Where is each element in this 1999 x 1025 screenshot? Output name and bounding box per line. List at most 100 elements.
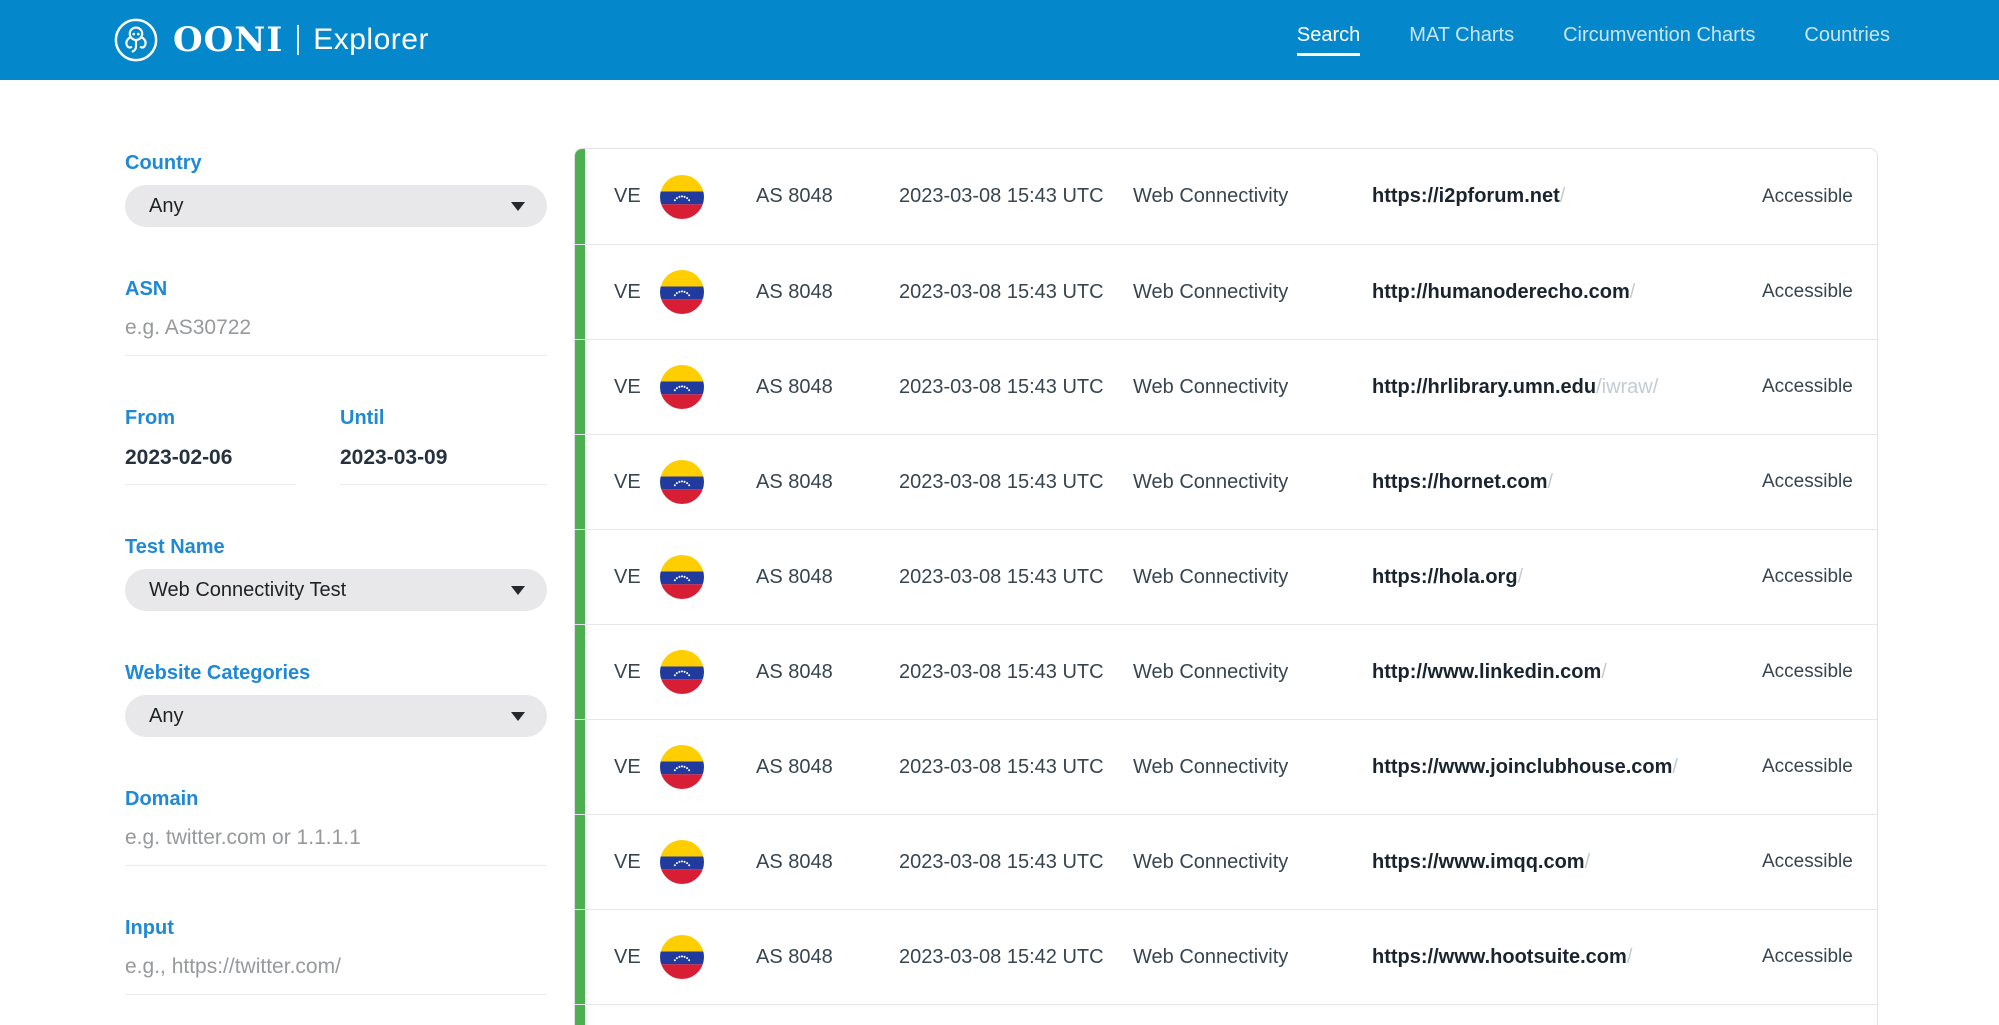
- measured-url: https://hornet.com/: [1372, 470, 1554, 493]
- measurement-row[interactable]: VE: [575, 434, 1877, 529]
- measurement-row[interactable]: VE: [575, 624, 1877, 719]
- measurement-row[interactable]: VE: [575, 244, 1877, 339]
- venezuela-flag-icon: [660, 840, 704, 884]
- country-code: VE: [614, 565, 641, 588]
- filter-test-name: Test Name Web Connectivity Test: [125, 536, 547, 611]
- app-header: OONI Explorer Search MAT Charts Circumve…: [0, 0, 1999, 80]
- status-label: Accessible: [1762, 376, 1853, 397]
- nav-search[interactable]: Search: [1296, 24, 1361, 56]
- venezuela-flag-icon: [660, 365, 704, 409]
- measured-url: https://www.joinclubhouse.com/: [1372, 755, 1678, 778]
- measurement-row[interactable]: VE: [575, 339, 1877, 434]
- test-name: Web Connectivity: [1133, 565, 1289, 588]
- until-label: Until: [340, 407, 385, 429]
- test-name: Web Connectivity: [1133, 185, 1289, 207]
- venezuela-flag-icon: [660, 270, 704, 314]
- country-code: VE: [614, 375, 641, 398]
- nav-countries[interactable]: Countries: [1804, 24, 1890, 46]
- measurement-row[interactable]: VE: [575, 814, 1877, 909]
- domain-label: Domain: [125, 788, 199, 810]
- ooni-octopus-icon: [114, 18, 158, 62]
- measurement-results-list: VE: [574, 148, 1878, 1025]
- status-label: Accessible: [1762, 281, 1853, 302]
- measurement-timestamp: 2023-03-08 15:43 UTC: [899, 185, 1104, 207]
- asn-value: AS 8048: [756, 945, 833, 968]
- measurement-row-partial[interactable]: [575, 1004, 1877, 1025]
- chevron-down-icon: [511, 585, 525, 595]
- country-code: VE: [614, 755, 641, 778]
- test-name-select[interactable]: Web Connectivity Test: [125, 569, 547, 611]
- venezuela-flag-icon: [660, 935, 704, 979]
- main-nav: Search MAT Charts Circumvention Charts C…: [1296, 24, 1890, 56]
- from-date-input[interactable]: [125, 429, 296, 485]
- asn-value: AS 8048: [756, 850, 833, 873]
- test-name-label: Test Name: [125, 536, 225, 558]
- brand-separator: [297, 25, 300, 55]
- status-label: Accessible: [1762, 471, 1853, 492]
- until-date-input[interactable]: [340, 429, 547, 485]
- measured-url: http://humanoderecho.com/: [1372, 280, 1636, 303]
- country-code: VE: [614, 660, 641, 683]
- country-label: Country: [125, 152, 202, 174]
- filter-asn: ASN: [125, 278, 547, 356]
- measurement-row[interactable]: VE: [575, 529, 1877, 624]
- asn-input[interactable]: [125, 300, 547, 356]
- asn-label: ASN: [125, 278, 168, 300]
- measured-url: https://www.hootsuite.com/: [1372, 945, 1633, 968]
- measurement-timestamp: 2023-03-08 15:43 UTC: [899, 850, 1104, 873]
- test-name: Web Connectivity: [1133, 755, 1289, 778]
- ooni-logo[interactable]: OONI Explorer: [113, 17, 429, 63]
- venezuela-flag-icon: [660, 460, 704, 504]
- nav-circumvention-charts[interactable]: Circumvention Charts: [1563, 24, 1756, 46]
- status-label: Accessible: [1762, 756, 1853, 777]
- asn-value: AS 8048: [756, 280, 833, 303]
- measured-url: https://i2pforum.net/: [1372, 185, 1566, 207]
- measurement-row[interactable]: VE: [575, 149, 1877, 244]
- country-code: VE: [614, 945, 641, 968]
- measurement-row[interactable]: VE: [575, 719, 1877, 814]
- website-categories-select[interactable]: Any: [125, 695, 547, 737]
- country-code: VE: [614, 470, 641, 493]
- test-name: Web Connectivity: [1133, 850, 1289, 873]
- filter-date-range: From Until: [125, 407, 547, 485]
- status-label: Accessible: [1762, 185, 1853, 207]
- asn-value: AS 8048: [756, 755, 833, 778]
- input-label: Input: [125, 917, 174, 939]
- filter-domain: Domain: [125, 788, 547, 866]
- country-code: VE: [614, 280, 641, 303]
- country-code: VE: [614, 850, 641, 873]
- measured-url: https://www.imqq.com/: [1372, 850, 1591, 873]
- measurement-row[interactable]: VE: [575, 909, 1877, 1004]
- domain-input[interactable]: [125, 810, 547, 866]
- test-name: Web Connectivity: [1133, 945, 1289, 968]
- input-url-input[interactable]: [125, 939, 547, 995]
- nav-mat-charts[interactable]: MAT Charts: [1409, 24, 1515, 46]
- chevron-down-icon: [511, 201, 525, 211]
- country-code: VE: [614, 185, 641, 207]
- brand-name: OONI: [173, 20, 284, 60]
- venezuela-flag-icon: [660, 174, 704, 219]
- measurement-timestamp: 2023-03-08 15:43 UTC: [899, 660, 1104, 683]
- filter-website-categories: Website Categories Any: [125, 662, 547, 737]
- asn-value: AS 8048: [756, 660, 833, 683]
- brand-product: Explorer: [313, 23, 429, 56]
- asn-value: AS 8048: [756, 470, 833, 493]
- country-select[interactable]: Any: [125, 185, 547, 227]
- test-name: Web Connectivity: [1133, 660, 1289, 683]
- measurement-timestamp: 2023-03-08 15:43 UTC: [899, 755, 1104, 778]
- measurement-timestamp: 2023-03-08 15:43 UTC: [899, 375, 1104, 398]
- venezuela-flag-icon: [660, 650, 704, 694]
- status-label: Accessible: [1762, 946, 1853, 967]
- asn-value: AS 8048: [756, 185, 833, 207]
- venezuela-flag-icon: [660, 745, 704, 789]
- status-label: Accessible: [1762, 661, 1853, 682]
- asn-value: AS 8048: [756, 565, 833, 588]
- measured-url: http://www.linkedin.com/: [1372, 660, 1607, 683]
- measured-url: https://hola.org/: [1372, 565, 1524, 588]
- measurement-timestamp: 2023-03-08 15:43 UTC: [899, 470, 1104, 493]
- asn-value: AS 8048: [756, 375, 833, 398]
- measurement-timestamp: 2023-03-08 15:43 UTC: [899, 565, 1104, 588]
- measurement-timestamp: 2023-03-08 15:42 UTC: [899, 945, 1104, 968]
- status-label: Accessible: [1762, 851, 1853, 872]
- filter-input: Input: [125, 917, 547, 995]
